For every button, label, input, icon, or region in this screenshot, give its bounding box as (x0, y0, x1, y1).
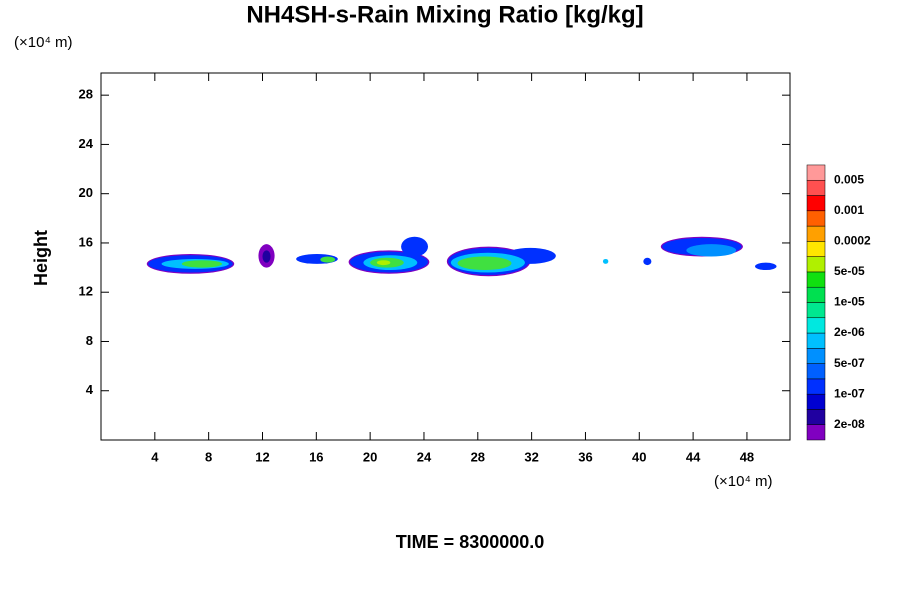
y-tick-label: 16 (79, 234, 93, 249)
colorbar-label: 0.001 (834, 203, 864, 217)
x-tick-label: 32 (524, 449, 538, 464)
contour-region (262, 250, 271, 263)
y-unit: (×10⁴ m) (14, 34, 73, 51)
colorbar-box (806, 241, 826, 257)
colorbar-box (806, 393, 826, 410)
colorbar-box (806, 363, 826, 380)
colorbar-label: 1e-05 (834, 295, 865, 309)
contour-region (181, 260, 223, 268)
contour-region (602, 258, 609, 264)
colorbar-label: 0.0002 (834, 234, 871, 248)
contour-region (401, 236, 429, 257)
y-tick-label: 24 (79, 136, 94, 151)
y-axis-label: Height (31, 230, 51, 286)
colorbar-box (806, 195, 826, 212)
colorbar-label: 5e-05 (834, 264, 865, 278)
colorbar-box (806, 210, 826, 227)
colorbar-box (806, 378, 826, 395)
contour-region (457, 256, 512, 271)
colorbar-box (806, 348, 826, 364)
colorbar-box (806, 424, 826, 441)
colorbar-label: 0.005 (834, 172, 864, 186)
x-tick-label: 20 (363, 449, 377, 464)
x-tick-label: 12 (255, 449, 269, 464)
colorbar-box (806, 302, 826, 319)
colorbar-box (806, 225, 826, 242)
chart-title: NH4SH-s-Rain Mixing Ratio [kg/kg] (246, 1, 643, 28)
x-tick-label: 40 (632, 449, 646, 464)
x-tick-label: 28 (471, 449, 485, 464)
contour-region (320, 256, 336, 263)
colorbar-box (806, 179, 826, 196)
x-tick-label: 24 (417, 449, 432, 464)
colorbar-box (806, 164, 826, 181)
x-tick-label: 36 (578, 449, 592, 464)
colorbar-box (806, 409, 826, 425)
x-tick-label: 4 (151, 449, 159, 464)
colorbar-label: 1e-07 (834, 386, 865, 400)
contour-region (755, 262, 777, 271)
colorbar-label: 5e-07 (834, 356, 865, 370)
plot-frame (100, 72, 791, 441)
contour-region (686, 244, 737, 257)
colorbar-box (806, 286, 826, 303)
y-tick-label: 4 (86, 382, 94, 397)
x-tick-label: 8 (205, 449, 212, 464)
colorbar-box (806, 256, 826, 273)
colorbar-label: 2e-06 (834, 325, 865, 339)
colorbar-label: 2e-08 (834, 417, 865, 431)
colorbar-box (806, 332, 826, 349)
time-label: TIME = 8300000.0 (396, 532, 545, 552)
y-tick-label: 12 (79, 284, 93, 299)
x-tick-label: 16 (309, 449, 323, 464)
y-tick-label: 20 (79, 185, 93, 200)
contour-region (643, 257, 652, 266)
x-tick-label: 48 (740, 449, 754, 464)
y-tick-label: 8 (86, 333, 93, 348)
x-tick-label: 44 (686, 449, 701, 464)
colorbar-box (806, 271, 826, 288)
colorbar-box (806, 317, 826, 334)
y-tick-label: 28 (79, 87, 93, 102)
x-unit: (×10⁴ m) (714, 473, 773, 490)
contour-region (376, 260, 391, 266)
